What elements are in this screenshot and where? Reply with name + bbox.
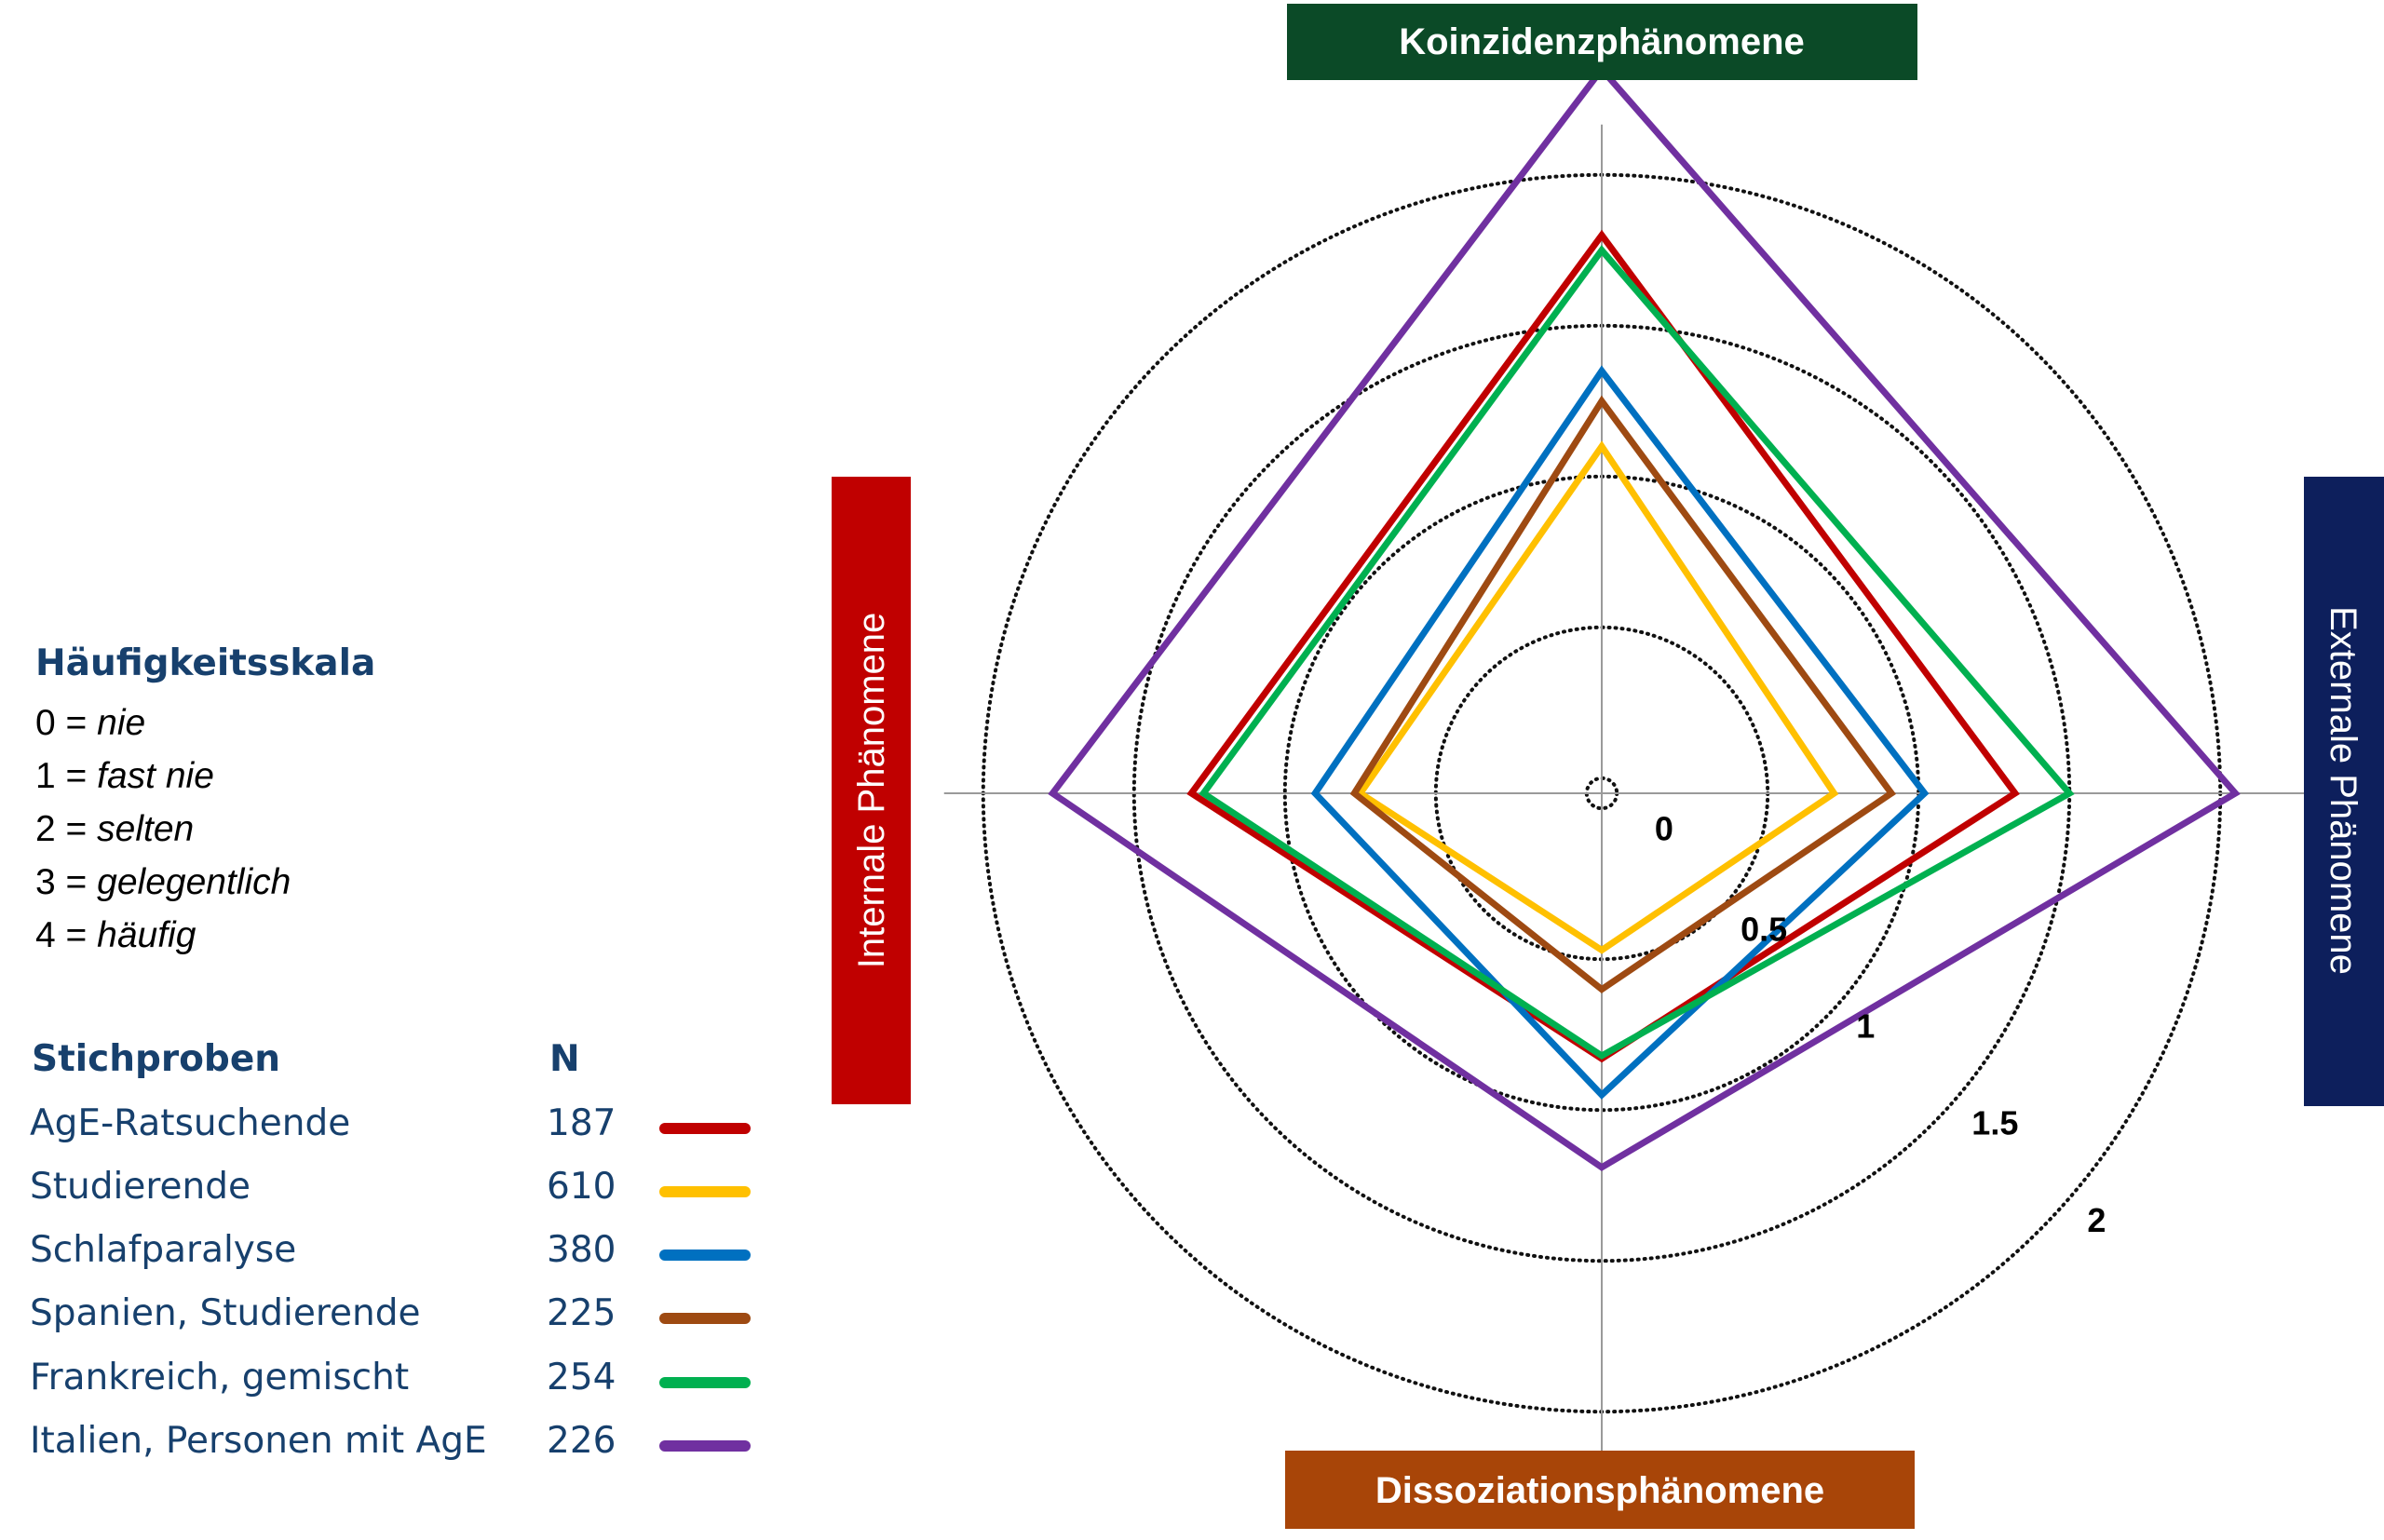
legend-swatch	[659, 1377, 751, 1388]
scale-item: 1 = fast nie	[35, 756, 214, 797]
ring-label: 1.5	[1971, 1104, 2018, 1142]
axis-box-dissoziation: Dissoziationsphänomene	[1285, 1451, 1915, 1529]
legend-swatch	[659, 1313, 751, 1324]
legend-label: AgE-Ratsuchende	[30, 1102, 351, 1144]
legend-n: 254	[547, 1357, 616, 1398]
series-polygon-1	[1186, 229, 2020, 1063]
legend-row: Studierende 610	[30, 1166, 756, 1212]
legend-row: Frankreich, gemischt 254	[30, 1357, 756, 1403]
samples-header: Stichproben	[32, 1038, 281, 1080]
scale-item-number: 3 =	[35, 862, 88, 902]
legend-row: AgE-Ratsuchende 187	[30, 1102, 756, 1149]
legend-swatch	[659, 1123, 751, 1134]
series-polygon-6	[1048, 63, 2241, 1171]
legend-n: 187	[547, 1102, 616, 1144]
scale-item-number: 0 =	[35, 703, 88, 743]
scale-item-number: 4 =	[35, 915, 88, 955]
ring-label: 0	[1655, 809, 1673, 847]
ring-label: 0.5	[1741, 910, 1787, 948]
axis-label-internal: Internale Phänomene	[851, 613, 892, 969]
legend-row: Italien, Personen mit AgE 226	[30, 1420, 756, 1466]
axis-box-external: Externale Phänomene	[2304, 477, 2384, 1106]
legend-swatch	[659, 1440, 751, 1452]
samples-n-header: N	[549, 1038, 580, 1080]
ring-label: 1	[1856, 1007, 1875, 1046]
scale-item: 0 = nie	[35, 703, 145, 744]
scale-item-word: selten	[97, 809, 195, 849]
legend-label: Studierende	[30, 1166, 251, 1208]
scale-item: 2 = selten	[35, 809, 194, 850]
legend-n: 225	[547, 1292, 616, 1334]
series-polygon-5	[1199, 245, 2075, 1060]
series-polygon-4	[1349, 395, 1897, 993]
legend-label: Frankreich, gemischt	[30, 1357, 410, 1398]
scale-item-word: häufig	[97, 915, 196, 955]
ring-label: 2	[2087, 1201, 2106, 1239]
axis-label-koinzidenz: Koinzidenzphänomene	[1399, 21, 1805, 62]
axis-box-koinzidenz: Koinzidenzphänomene	[1287, 4, 1917, 80]
axis-label-external: Externale Phänomene	[2323, 606, 2364, 975]
scale-item: 3 = gelegentlich	[35, 862, 291, 903]
scale-item-number: 2 =	[35, 809, 88, 849]
legend-n: 610	[547, 1166, 616, 1208]
legend-row: Spanien, Studierende 225	[30, 1292, 756, 1339]
legend-swatch	[659, 1250, 751, 1261]
axis-box-internal: Internale Phänomene	[832, 477, 911, 1104]
legend-n: 380	[547, 1229, 616, 1271]
legend-label: Spanien, Studierende	[30, 1292, 421, 1334]
scale-item: 4 = häufig	[35, 915, 196, 956]
legend-row: Schlafparalyse 380	[30, 1229, 756, 1276]
series-polygon-3	[1310, 365, 1930, 1100]
scale-item-word: gelegentlich	[97, 862, 291, 902]
scale-item-word: nie	[97, 703, 146, 743]
scale-title: Häufigkeitsskala	[35, 642, 376, 684]
legend-n: 226	[547, 1420, 616, 1462]
scale-item-word: fast nie	[97, 756, 214, 796]
legend-swatch	[659, 1186, 751, 1197]
series-polygon-2	[1355, 440, 1839, 954]
legend-label: Schlafparalyse	[30, 1229, 297, 1271]
legend-label: Italien, Personen mit AgE	[30, 1420, 487, 1462]
scale-item-number: 1 =	[35, 756, 88, 796]
axis-label-dissoziation: Dissoziationsphänomene	[1375, 1470, 1824, 1511]
